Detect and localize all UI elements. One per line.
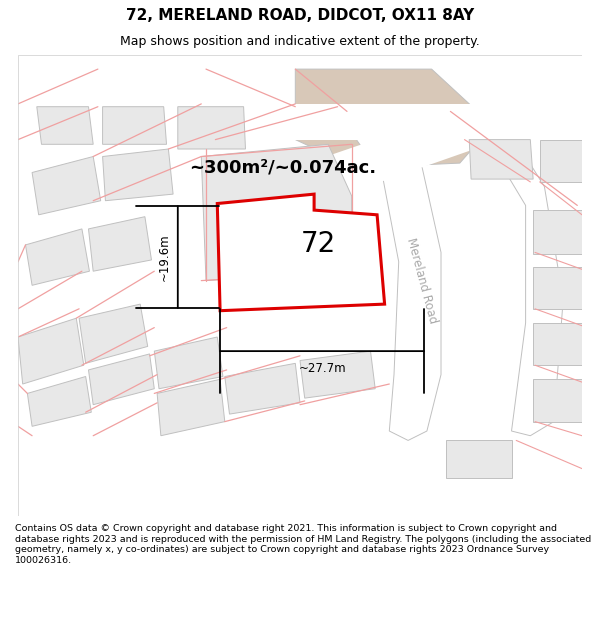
Polygon shape [79, 304, 148, 363]
Polygon shape [295, 69, 493, 168]
Polygon shape [446, 441, 512, 478]
Text: 72, MERELAND ROAD, DIDCOT, OX11 8AY: 72, MERELAND ROAD, DIDCOT, OX11 8AY [126, 8, 474, 23]
Text: 72: 72 [301, 230, 336, 258]
Polygon shape [18, 69, 582, 309]
Polygon shape [154, 337, 223, 389]
Polygon shape [533, 379, 582, 422]
Polygon shape [533, 266, 582, 309]
Polygon shape [26, 229, 89, 285]
Polygon shape [533, 323, 582, 365]
Polygon shape [88, 217, 151, 271]
Text: Map shows position and indicative extent of the property.: Map shows position and indicative extent… [120, 35, 480, 48]
Polygon shape [533, 210, 582, 254]
Polygon shape [103, 107, 167, 144]
Polygon shape [469, 139, 533, 179]
Text: Mereland Road: Mereland Road [404, 236, 440, 325]
Polygon shape [103, 149, 173, 201]
Polygon shape [540, 139, 582, 182]
Polygon shape [37, 107, 93, 144]
Polygon shape [18, 104, 582, 139]
Text: ~27.7m: ~27.7m [298, 362, 346, 376]
Polygon shape [225, 363, 300, 414]
Polygon shape [157, 379, 225, 436]
Text: ~300m²/~0.074ac.: ~300m²/~0.074ac. [190, 159, 377, 177]
Polygon shape [300, 351, 375, 398]
Polygon shape [178, 107, 245, 149]
Polygon shape [217, 194, 385, 311]
Text: Contains OS data © Crown copyright and database right 2021. This information is : Contains OS data © Crown copyright and d… [15, 524, 591, 564]
Polygon shape [347, 111, 441, 441]
Polygon shape [32, 156, 101, 215]
Text: ~19.6m: ~19.6m [157, 233, 170, 281]
Polygon shape [451, 111, 563, 436]
Polygon shape [28, 376, 91, 426]
Polygon shape [88, 354, 154, 405]
Polygon shape [201, 144, 352, 281]
Polygon shape [18, 318, 84, 384]
